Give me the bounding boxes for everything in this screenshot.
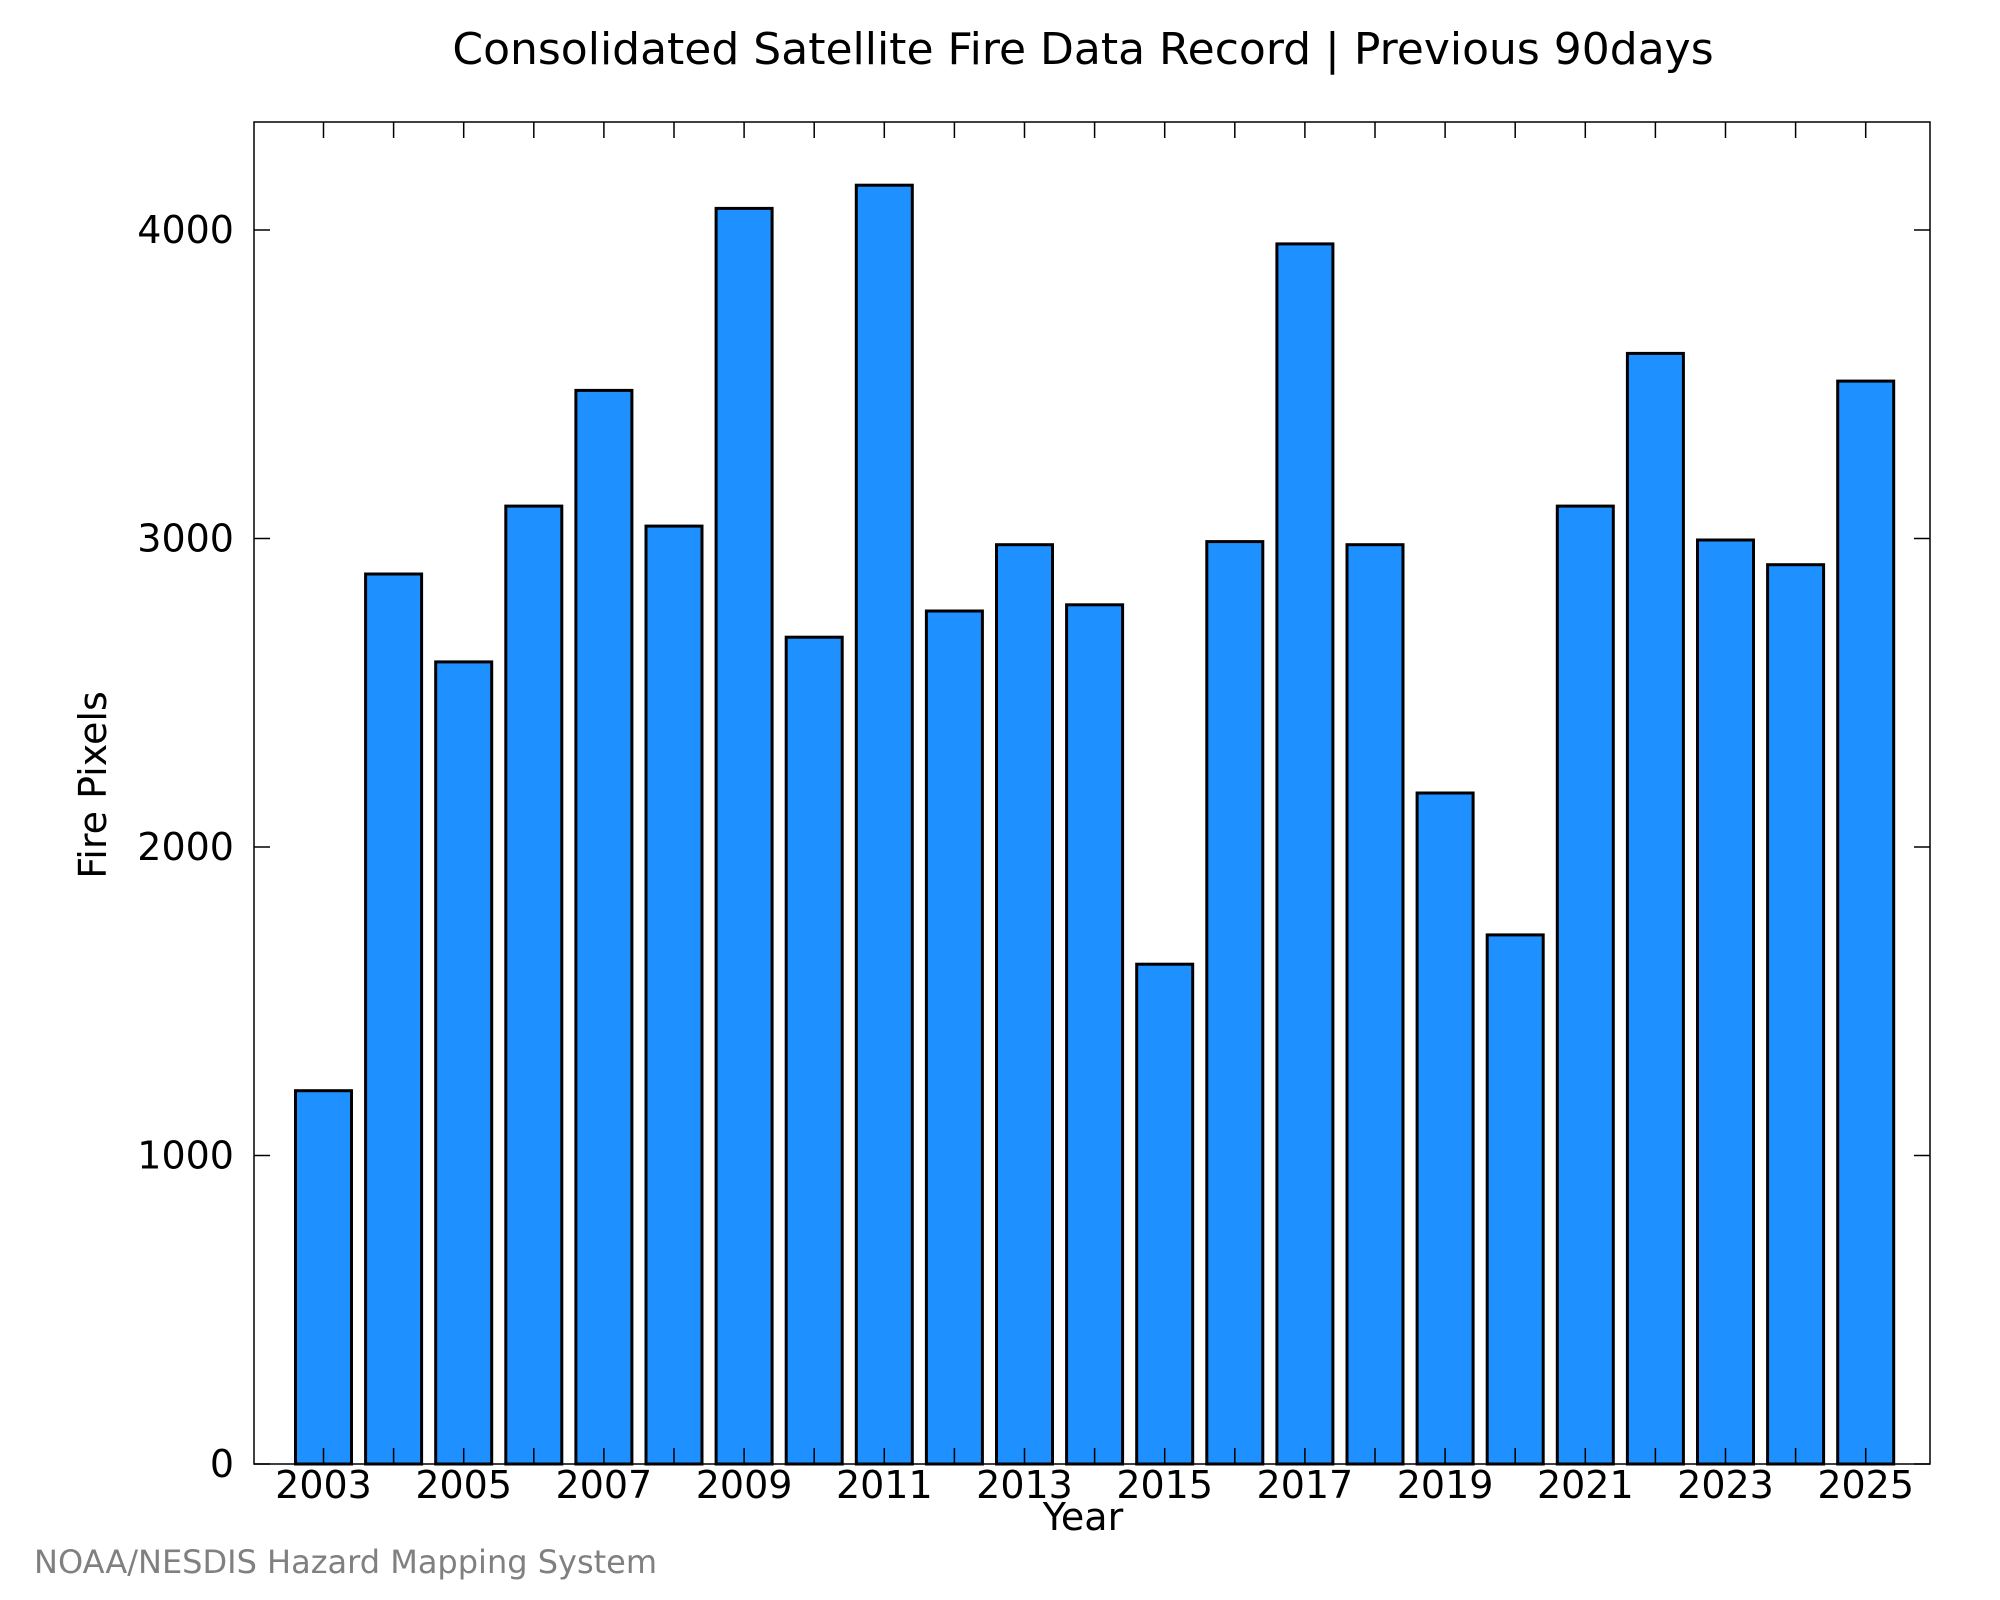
- x-tick-label-2023: 2023: [1677, 1463, 1774, 1507]
- bar-2004: [364, 572, 424, 1466]
- bars-group: [294, 183, 1896, 1466]
- bar-2015: [1135, 962, 1195, 1466]
- bar-2021: [1555, 504, 1615, 1466]
- y-tick-label-3000: 3000: [137, 517, 234, 561]
- x-tick-label-2003: 2003: [275, 1463, 372, 1507]
- bar-2013: [995, 543, 1054, 1466]
- y-axis-label: Fire Pixels: [71, 691, 115, 879]
- bar-2016: [1205, 540, 1265, 1466]
- x-tick-label-2009: 2009: [696, 1463, 793, 1507]
- x-tick-label-2025: 2025: [1817, 1463, 1914, 1507]
- bar-2007: [574, 388, 634, 1466]
- bar-2011: [854, 183, 914, 1466]
- x-tick-label-2011: 2011: [836, 1463, 933, 1507]
- y-tick-label-1000: 1000: [137, 1134, 234, 1178]
- y-axis-tick-labels: 0 1000 2000 3000 4000: [137, 208, 234, 1486]
- bar-2024: [1766, 563, 1826, 1466]
- footer-credit: NOAA/NESDIS Hazard Mapping System: [34, 1543, 657, 1581]
- bar-2005: [434, 660, 494, 1466]
- bar-2006: [504, 504, 564, 1466]
- bar-2010: [784, 635, 844, 1466]
- x-axis-label: Year: [1042, 1495, 1124, 1539]
- bar-2019: [1415, 791, 1475, 1466]
- y-tick-label-2000: 2000: [137, 825, 234, 869]
- x-axis-tick-labels: 2003 2005 2007 2009 2011 2013 2015 2017 2019 2021…: [275, 1463, 1914, 1507]
- bar-2008: [644, 524, 704, 1466]
- ticks-group: [254, 122, 1930, 1465]
- bar-2017: [1275, 242, 1335, 1466]
- x-tick-label-2017: 2017: [1257, 1463, 1354, 1507]
- x-tick-label-2019: 2019: [1397, 1463, 1494, 1507]
- y-tick-label-4000: 4000: [137, 208, 234, 252]
- bar-2023: [1696, 538, 1755, 1466]
- bar-2012: [924, 609, 984, 1466]
- bar-2025: [1836, 379, 1896, 1466]
- bar-2009: [714, 206, 774, 1466]
- y-tick-label-0: 0: [210, 1442, 234, 1486]
- chart-title: Consolidated Satellite Fire Data Record …: [452, 24, 1713, 75]
- bar-2022: [1625, 351, 1685, 1466]
- x-tick-label-2005: 2005: [415, 1463, 512, 1507]
- bar-2014: [1065, 603, 1125, 1466]
- x-tick-label-2007: 2007: [556, 1463, 653, 1507]
- x-tick-label-2021: 2021: [1537, 1463, 1634, 1507]
- bar-2003: [294, 1089, 353, 1466]
- x-tick-label-2013: 2013: [976, 1463, 1073, 1507]
- bar-2018: [1345, 543, 1405, 1466]
- bar-2020: [1485, 933, 1545, 1466]
- x-tick-label-2015: 2015: [1116, 1463, 1213, 1507]
